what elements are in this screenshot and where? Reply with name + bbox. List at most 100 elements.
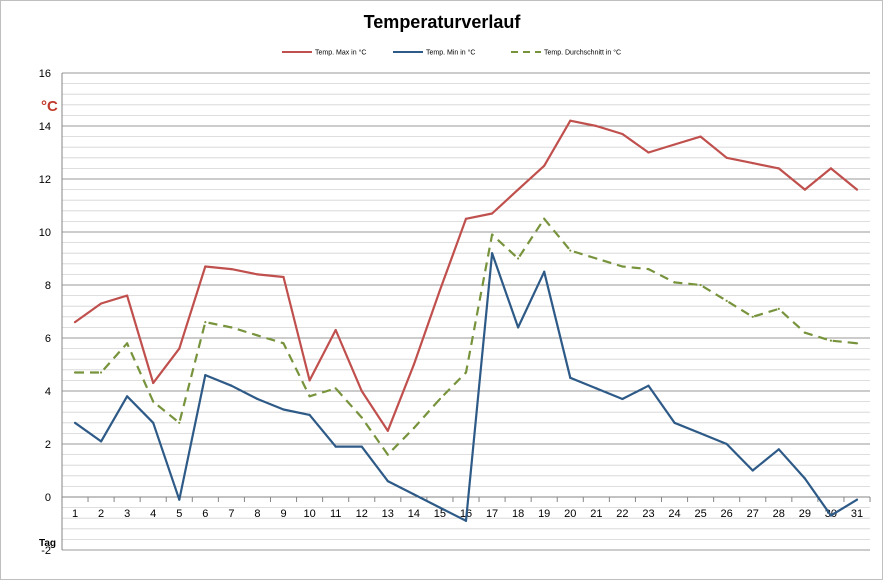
- data-point-series-2: [152, 421, 155, 424]
- data-point-series-1: [334, 328, 337, 332]
- x-tick-label: 9: [280, 508, 286, 520]
- data-point-series-3: [569, 249, 572, 252]
- data-point-series-3: [126, 342, 129, 345]
- data-point-series-1: [673, 143, 676, 146]
- data-point-series-2: [73, 421, 77, 424]
- data-point-series-2: [673, 421, 676, 424]
- x-tick-label: 19: [538, 508, 550, 520]
- x-tick-label: 20: [564, 508, 576, 520]
- y-tick-label: 4: [45, 386, 51, 398]
- data-point-series-3: [73, 371, 77, 374]
- x-axis-title: Tag: [39, 538, 56, 549]
- data-point-series-2: [230, 384, 233, 387]
- x-tick-label: 4: [150, 508, 156, 520]
- data-point-series-3: [282, 342, 285, 345]
- data-point-series-3: [464, 371, 468, 374]
- series-line-2: [74, 252, 858, 522]
- data-point-series-3: [438, 397, 442, 401]
- data-point-series-3: [230, 326, 233, 329]
- data-point-series-1: [464, 217, 468, 220]
- series-line-3: [75, 217, 858, 456]
- data-point-series-1: [647, 151, 650, 154]
- data-point-series-1: [569, 119, 572, 122]
- data-point-series-1: [99, 302, 103, 305]
- data-point-series-2: [855, 498, 859, 501]
- data-point-series-1: [412, 363, 415, 366]
- data-point-series-3: [308, 395, 311, 398]
- data-point-series-3: [386, 453, 389, 456]
- data-point-series-2: [360, 445, 363, 448]
- data-point-series-1: [699, 135, 702, 138]
- data-point-series-1: [204, 265, 207, 268]
- data-point-series-3: [334, 387, 337, 390]
- data-point-series-2: [777, 448, 780, 451]
- x-tick-label: 21: [590, 508, 602, 520]
- axes: [61, 73, 871, 550]
- x-tick-label: 23: [642, 508, 654, 520]
- data-point-series-1: [855, 188, 859, 191]
- data-point-series-3: [360, 416, 363, 419]
- data-point-series-2: [621, 397, 624, 401]
- data-point-series-1: [152, 381, 155, 385]
- data-point-series-2: [126, 395, 129, 398]
- x-tick-label: 27: [747, 508, 759, 520]
- data-point-series-3: [803, 331, 806, 334]
- x-tick-label: 25: [694, 508, 706, 520]
- data-point-series-2: [178, 498, 181, 501]
- data-point-series-2: [803, 477, 806, 480]
- y-tick-labels: 16 14 12 10 8 6 4 2 0 -2: [39, 68, 51, 557]
- data-point-series-1: [595, 124, 598, 128]
- data-point-series-3: [490, 233, 494, 236]
- data-point-series-2: [464, 519, 468, 522]
- x-tick-label: 12: [356, 508, 368, 520]
- data-point-series-2: [438, 506, 442, 509]
- data-point-series-2: [569, 376, 572, 379]
- y-tick-label: 16: [39, 68, 51, 80]
- data-point-series-2: [334, 445, 337, 448]
- data-point-series-3: [855, 342, 859, 345]
- y-tick-label: -2: [41, 545, 51, 557]
- data-point-series-3: [204, 321, 207, 324]
- data-point-series-1: [751, 162, 754, 165]
- x-tick-label: 22: [616, 508, 628, 520]
- legend: Temp. Max in °C Temp. Min in °C Temp. Durc…: [282, 49, 621, 57]
- data-point-series-2: [725, 442, 728, 446]
- data-point-series-1: [360, 389, 363, 393]
- data-point-series-1: [517, 188, 520, 191]
- data-point-series-3: [152, 400, 155, 403]
- data-point-series-1: [725, 156, 728, 159]
- data-point-series-1: [621, 132, 624, 136]
- data-point-series-2: [647, 384, 650, 387]
- data-point-series-3: [99, 371, 103, 374]
- data-point-series-1: [178, 347, 181, 350]
- data-point-series-2: [490, 252, 494, 255]
- data-point-series-2: [751, 469, 754, 472]
- data-point-series-2: [543, 270, 546, 273]
- chart-title: Temperaturverlauf: [364, 12, 522, 32]
- data-point-series-2: [412, 493, 415, 496]
- data-point-series-3: [517, 257, 520, 260]
- x-tick-label: 8: [254, 508, 260, 520]
- legend-label-3: Temp. Durchschnitt in °C: [544, 49, 621, 57]
- y-tick-label: 0: [45, 492, 51, 504]
- data-point-series-3: [725, 299, 728, 302]
- x-tick-label: 7: [228, 508, 234, 520]
- data-point-series-2: [595, 387, 598, 390]
- y-tick-label: 8: [45, 280, 51, 292]
- data-point-series-2: [308, 413, 311, 416]
- series-lines: [73, 119, 859, 522]
- data-point-series-1: [282, 275, 285, 279]
- x-tick-label: 31: [851, 508, 863, 520]
- y-tick-label: 12: [39, 174, 51, 186]
- data-point-series-3: [412, 427, 415, 430]
- x-tick-labels: 1 2 3 4 5 6 7 8 9 10 11 12 13 14 15 16 17 18 19 20 21 22 23 24 2…: [72, 508, 863, 520]
- data-point-series-1: [777, 167, 780, 170]
- data-point-series-1: [803, 188, 806, 191]
- y-tick-label: 2: [45, 439, 51, 451]
- data-point-series-1: [386, 429, 389, 432]
- y-axis-unit-label: °C: [41, 98, 58, 115]
- x-tick-label: 10: [303, 508, 315, 520]
- data-point-series-3: [647, 268, 650, 271]
- data-point-series-1: [308, 379, 311, 382]
